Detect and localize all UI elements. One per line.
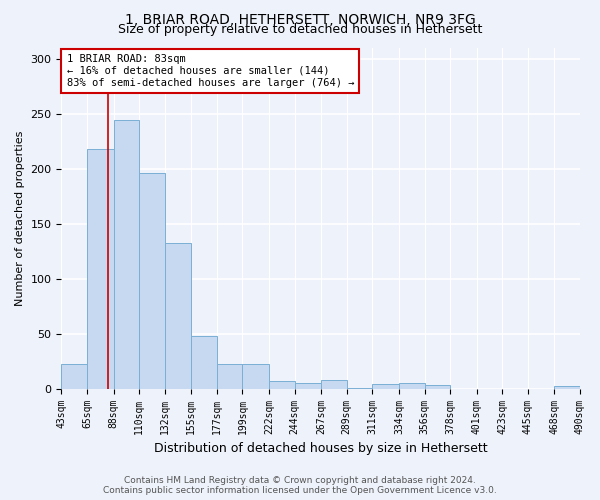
X-axis label: Distribution of detached houses by size in Hethersett: Distribution of detached houses by size …: [154, 442, 488, 455]
Bar: [399, 383, 425, 388]
Bar: [295, 383, 321, 388]
Bar: [321, 380, 347, 388]
Text: 1 BRIAR ROAD: 83sqm
← 16% of detached houses are smaller (144)
83% of semi-detac: 1 BRIAR ROAD: 83sqm ← 16% of detached ho…: [67, 54, 354, 88]
Bar: [554, 386, 580, 388]
Bar: [61, 364, 87, 388]
Bar: [191, 336, 217, 388]
Text: 1, BRIAR ROAD, HETHERSETT, NORWICH, NR9 3FG: 1, BRIAR ROAD, HETHERSETT, NORWICH, NR9 …: [125, 12, 475, 26]
Y-axis label: Number of detached properties: Number of detached properties: [15, 130, 25, 306]
Bar: [242, 364, 269, 388]
Bar: [87, 149, 113, 388]
Bar: [113, 120, 139, 388]
Bar: [139, 173, 164, 388]
Text: Size of property relative to detached houses in Hethersett: Size of property relative to detached ho…: [118, 22, 482, 36]
Bar: [373, 384, 399, 388]
Bar: [269, 381, 295, 388]
Bar: [425, 386, 450, 388]
Bar: [217, 364, 242, 388]
Bar: [164, 244, 191, 388]
Text: Contains HM Land Registry data © Crown copyright and database right 2024.
Contai: Contains HM Land Registry data © Crown c…: [103, 476, 497, 495]
